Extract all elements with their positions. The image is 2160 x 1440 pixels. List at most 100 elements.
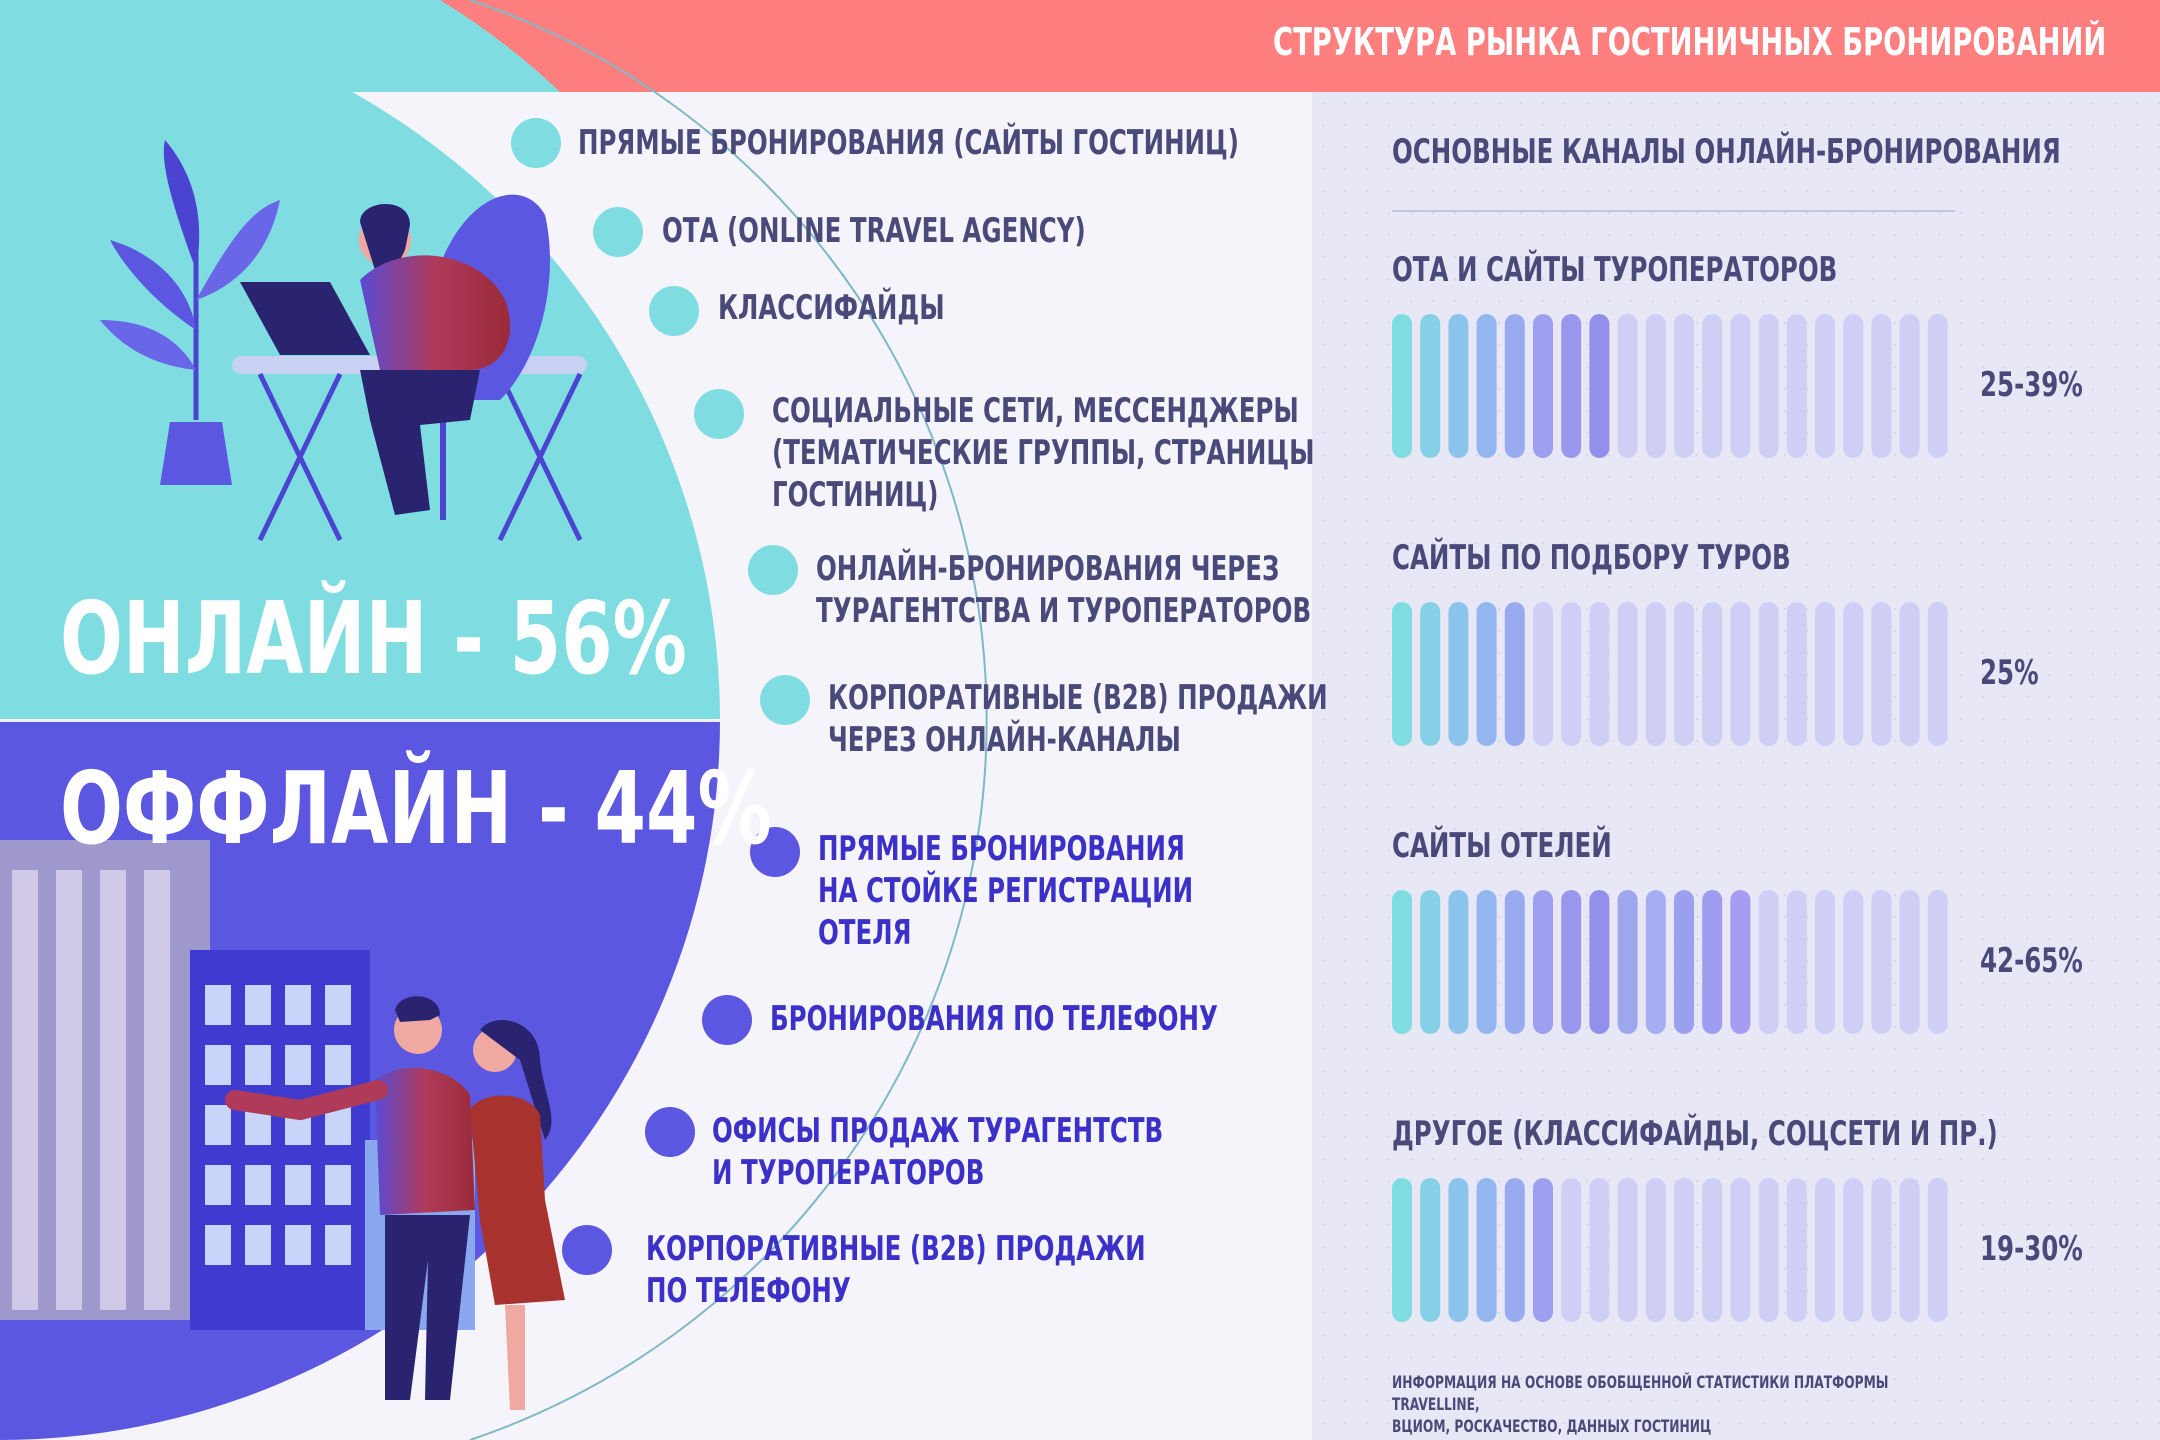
person-at-laptop-illustration [359,203,511,515]
bar-segment-empty [1786,890,1807,1034]
bar-segment-filled [1448,602,1469,746]
bar-segment-empty [1843,314,1864,458]
online-channel-4: СОЦИАЛЬНЫЕ СЕТИ, МЕССЕНДЖЕРЫ (ТЕМАТИЧЕСК… [772,391,1315,515]
bar-segment-empty [1730,1178,1751,1322]
bar-segment-empty [1758,314,1779,458]
channel-value-3: 42-65% [1980,941,2083,981]
couple-illustration [225,996,565,1410]
bar-segment-filled [1504,314,1525,458]
bar-segment-empty [1561,1178,1582,1322]
bar-segment-empty [1871,602,1892,746]
bar-segment-filled [1420,1178,1441,1322]
bar-segment-empty [1927,890,1948,1034]
plant-icon [100,140,280,485]
offline-headline: ОФФЛАЙН - 44% [60,750,772,867]
offline-dot-2 [702,995,752,1045]
bar-segment-empty [1899,890,1920,1034]
bar-segment-empty [1843,890,1864,1034]
online-channel-3: КЛАССИФАЙДЫ [718,288,945,328]
channel-label-3: САЙТЫ ОТЕЛЕЙ [1392,826,1612,866]
title-divider [1392,210,1955,212]
online-dot-4 [694,389,744,439]
online-channel-2: ОТА (ONLINE TRAVEL AGENCY) [662,211,1086,251]
bar-segment-empty [1871,1178,1892,1322]
bar-segment-empty [1674,602,1694,746]
bar-segment-filled [1589,890,1610,1034]
bar-segment-empty [1533,602,1553,746]
bar-segment-filled [1533,890,1553,1034]
bar-segment-filled [1533,314,1553,458]
bar-segment-filled [1645,890,1666,1034]
bar-segment-empty [1927,602,1948,746]
bar-segment-empty [1843,1178,1864,1322]
channel-value-4: 19-30% [1980,1229,2083,1269]
offline-channel-1: ПРЯМЫЕ БРОНИРОВАНИЯ НА СТОЙКЕ РЕГИСТРАЦИ… [818,829,1194,953]
bar-segment-filled [1392,314,1412,458]
channel-label-4: ДРУГОЕ (КЛАССИФАЙДЫ, СОЦСЕТИ И ПР.) [1392,1114,1998,1154]
bar-segment-filled [1730,890,1751,1034]
bar-segment-filled [1448,1178,1469,1322]
bar-segment-empty [1589,1178,1610,1322]
bar-segment-empty [1702,602,1723,746]
bar-segment-filled [1392,602,1412,746]
bar-segment-filled [1504,1178,1525,1322]
online-dot-2 [593,207,643,257]
bar-segment-filled [1392,1178,1412,1322]
channel-value-2: 25% [1980,653,2039,693]
bar-segment-empty [1899,1178,1920,1322]
online-channel-1: ПРЯМЫЕ БРОНИРОВАНИЯ (САЙТЫ ГОСТИНИЦ) [578,123,1239,163]
bar-segment-empty [1674,1178,1694,1322]
bar-segment-empty [1617,314,1638,458]
bar-segment-empty [1815,890,1835,1034]
bar-segment-empty [1815,314,1835,458]
offline-channel-3: ОФИСЫ ПРОДАЖ ТУРАГЕНТСТВ И ТУРОПЕРАТОРОВ [712,1111,1164,1193]
bar-segment-filled [1674,890,1694,1034]
bar-segment-empty [1927,314,1948,458]
bar-segment-empty [1758,890,1779,1034]
online-channel-5: ОНЛАЙН-БРОНИРОВАНИЯ ЧЕРЕЗ ТУРАГЕНТСТВА И… [816,549,1312,631]
bar-segment-filled [1476,890,1497,1034]
bar-segment-filled [1504,890,1525,1034]
bar-segment-filled [1448,314,1469,458]
bar-segment-empty [1871,890,1892,1034]
online-headline: ОНЛАЙН - 56% [60,580,687,697]
bar-segment-filled [1420,602,1441,746]
online-dot-1 [511,118,561,168]
bar-segment-filled [1476,314,1497,458]
online-dot-3 [649,286,699,336]
bar-segment-empty [1730,602,1751,746]
bar-segment-empty [1899,602,1920,746]
bar-segment-empty [1561,602,1582,746]
online-channel-6: КОРПОРАТИВНЫЕ (B2B) ПРОДАЖИ ЧЕРЕЗ ОНЛАЙН… [828,678,1328,760]
bar-segment-filled [1617,890,1638,1034]
bar-segment-filled [1561,890,1582,1034]
bar-segment-empty [1786,314,1807,458]
online-channels-title: ОСНОВНЫЕ КАНАЛЫ ОНЛАЙН-БРОНИРОВАНИЯ [1392,132,2061,172]
offline-channel-4: КОРПОРАТИВНЫЕ (B2B) ПРОДАЖИ ПО ТЕЛЕФОНУ [646,1229,1146,1311]
bar-segment-filled [1448,890,1469,1034]
bar-segment-empty [1899,314,1920,458]
offline-dot-1 [750,827,800,877]
offline-dot-4 [562,1225,612,1275]
bar-segment-empty [1786,1178,1807,1322]
segmented-bar-2 [1392,602,1948,746]
bar-segment-empty [1786,602,1807,746]
bar-segment-empty [1843,602,1864,746]
office-buildings-illustration [0,840,475,1330]
bar-segment-filled [1589,314,1610,458]
bar-segment-empty [1702,1178,1723,1322]
bar-segment-filled [1392,890,1412,1034]
channel-value-1: 25-39% [1980,365,2083,405]
bar-segment-empty [1674,314,1694,458]
bar-segment-filled [1420,314,1441,458]
page-title: СТРУКТУРА РЫНКА ГОСТИНИЧНЫХ БРОНИРОВАНИЙ [1272,20,2106,64]
bar-segment-filled [1476,602,1497,746]
bar-segment-empty [1645,1178,1666,1322]
bar-segment-filled [1533,1178,1553,1322]
offline-channel-2: БРОНИРОВАНИЯ ПО ТЕЛЕФОНУ [770,999,1218,1039]
bar-segment-filled [1561,314,1582,458]
bar-segment-empty [1645,314,1666,458]
bar-segment-empty [1702,314,1723,458]
bar-segment-empty [1815,602,1835,746]
